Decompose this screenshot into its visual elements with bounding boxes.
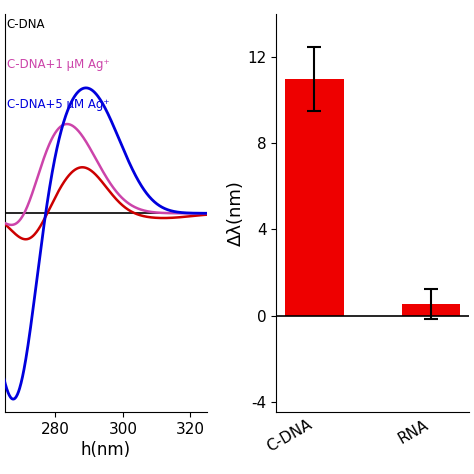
Text: C-DNA+1 μM Ag⁺: C-DNA+1 μM Ag⁺ [7, 58, 109, 71]
Bar [402, 304, 461, 316]
X-axis label: h(nm): h(nm) [81, 441, 131, 459]
Text: C-DNA: C-DNA [7, 18, 45, 31]
Bar [285, 79, 344, 316]
Y-axis label: Δλ(nm): Δλ(nm) [227, 181, 245, 246]
Text: C-DNA+5 μM Ag⁺: C-DNA+5 μM Ag⁺ [7, 98, 109, 111]
